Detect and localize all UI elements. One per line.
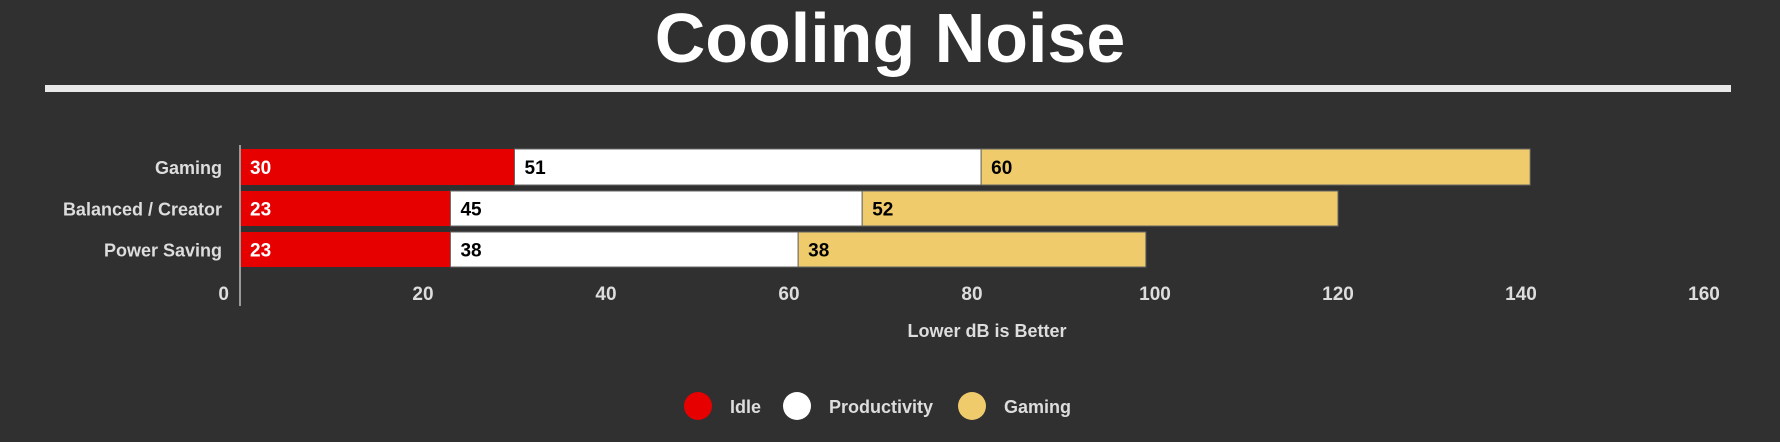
data-label: 60 bbox=[991, 158, 1012, 179]
data-label: 45 bbox=[460, 200, 482, 221]
data-label: 38 bbox=[808, 241, 829, 262]
category-label: Balanced / Creator bbox=[63, 200, 222, 220]
legend-label: Idle bbox=[730, 397, 761, 417]
bar-segment bbox=[240, 191, 451, 226]
data-label: 23 bbox=[250, 200, 271, 221]
x-tick-label: 120 bbox=[1322, 284, 1354, 305]
bar-segment bbox=[240, 232, 451, 267]
data-label: 52 bbox=[872, 200, 893, 221]
data-label: 51 bbox=[525, 158, 547, 179]
legend-swatch bbox=[958, 392, 986, 420]
chart-title: Cooling Noise bbox=[654, 0, 1126, 77]
x-axis-title: Lower dB is Better bbox=[907, 321, 1066, 341]
data-label: 30 bbox=[250, 158, 271, 179]
legend-swatch bbox=[783, 392, 811, 420]
x-tick-label: 100 bbox=[1139, 284, 1171, 305]
legend-label: Gaming bbox=[1004, 397, 1071, 417]
x-tick-label: 160 bbox=[1688, 284, 1720, 305]
x-tick-label: 60 bbox=[778, 284, 799, 305]
bar-segment bbox=[240, 149, 515, 185]
bar-segment bbox=[980, 148, 1531, 186]
bar-segment bbox=[449, 190, 863, 227]
legend-label: Productivity bbox=[829, 397, 933, 417]
x-tick-label: 0 bbox=[218, 284, 229, 305]
data-label: 38 bbox=[460, 241, 481, 262]
x-tick-label: 40 bbox=[595, 284, 616, 305]
legend-swatch bbox=[684, 392, 712, 420]
bar-segment bbox=[861, 190, 1339, 227]
x-tick-label: 140 bbox=[1505, 284, 1537, 305]
x-tick-label: 20 bbox=[412, 284, 433, 305]
category-label: Power Saving bbox=[104, 241, 222, 261]
category-label: Gaming bbox=[155, 158, 222, 178]
x-tick-label: 80 bbox=[961, 284, 982, 305]
data-label: 23 bbox=[250, 241, 271, 262]
title-divider bbox=[45, 85, 1731, 92]
bar-segment bbox=[797, 231, 1147, 268]
bar-segment bbox=[514, 148, 982, 186]
bar-segment bbox=[449, 231, 799, 268]
